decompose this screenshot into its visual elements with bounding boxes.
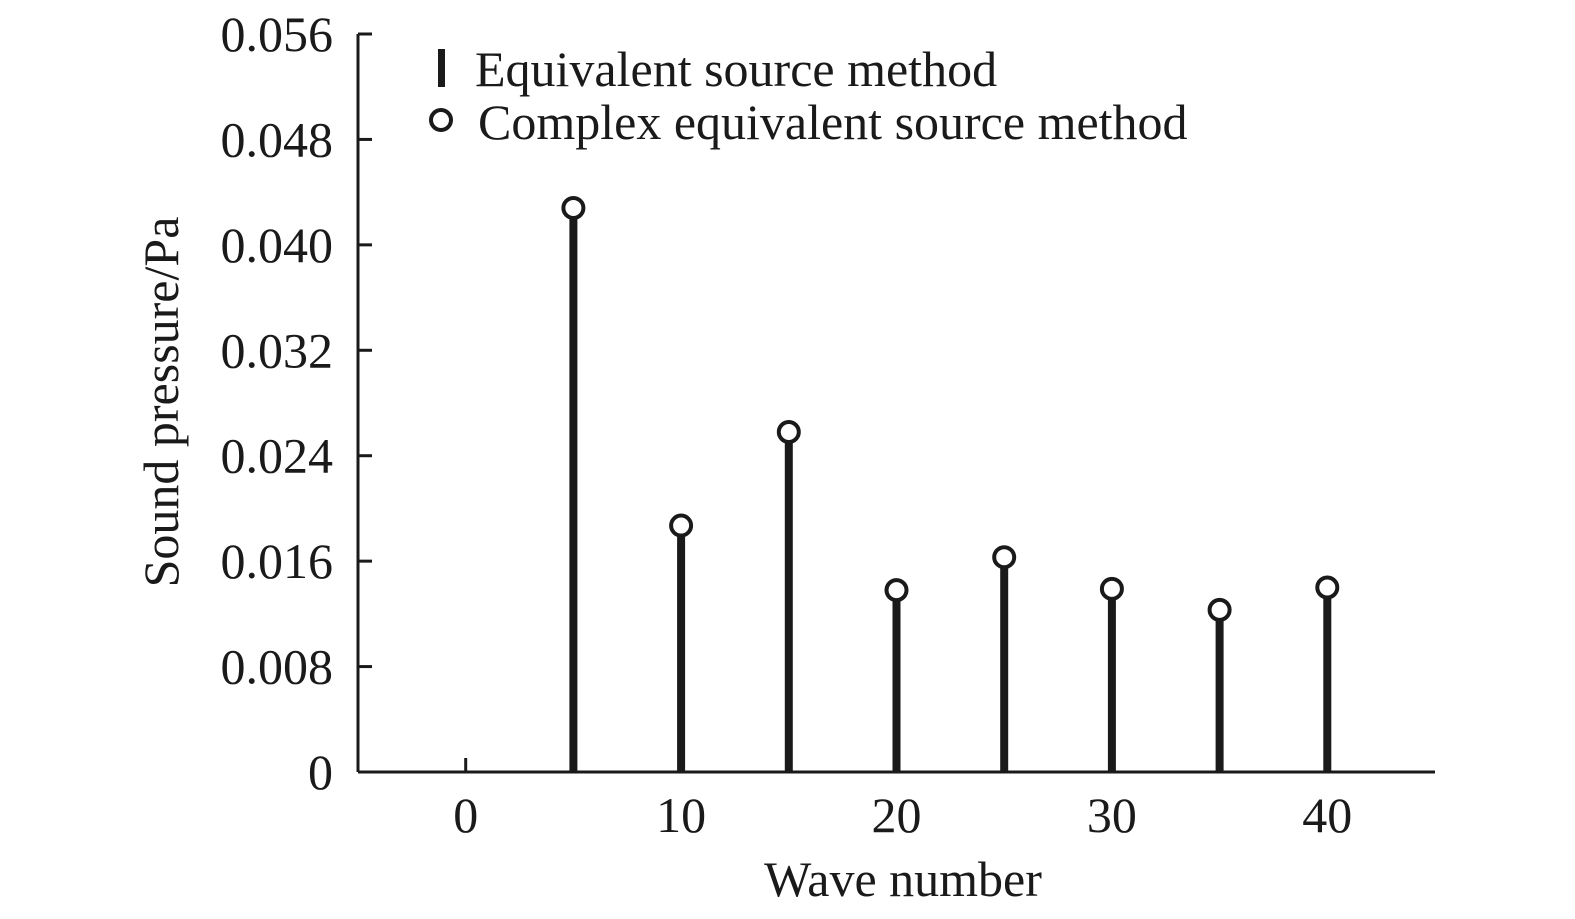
circle-marker <box>884 578 909 603</box>
y-tick-label: 0.008 <box>221 639 334 695</box>
y-tick-label: 0.056 <box>221 6 334 62</box>
circle-marker <box>1315 575 1340 600</box>
circle-marker <box>561 195 586 220</box>
y-axis-label: Sound pressure/Pa <box>133 217 189 588</box>
y-tick-label: 0.040 <box>221 217 334 273</box>
legend-label-complex-equivalent-source: Complex equivalent source method <box>478 94 1188 150</box>
circle-marker <box>669 513 694 538</box>
stem-series <box>569 207 1332 772</box>
x-tick-label: 20 <box>872 787 922 843</box>
circle-marker <box>1099 576 1124 601</box>
circle-series <box>561 195 1340 622</box>
y-tick-label: 0 <box>308 744 333 800</box>
legend: Equivalent source method Complex equival… <box>429 41 1188 150</box>
x-tick-label: 10 <box>656 787 706 843</box>
x-tick-label: 30 <box>1087 787 1137 843</box>
y-tick-label: 0.016 <box>221 533 334 589</box>
x-tick-label: 0 <box>453 787 478 843</box>
legend-label-equivalent-source: Equivalent source method <box>475 41 997 97</box>
y-tick-label: 0.032 <box>221 322 334 378</box>
axes: 0 0.008 0.016 0.024 0.032 0.040 0.048 0.056 0 10 2… <box>221 6 1435 843</box>
y-tick-label: 0.024 <box>221 428 334 484</box>
y-tick-label: 0.048 <box>221 111 334 167</box>
circle-marker <box>992 545 1017 570</box>
legend-stem-swatch <box>438 49 445 87</box>
circle-marker <box>776 419 801 444</box>
legend-circle-swatch <box>429 108 453 132</box>
x-axis-label: Wave number <box>764 851 1042 907</box>
x-tick-label: 40 <box>1302 787 1352 843</box>
circle-marker <box>1207 597 1232 622</box>
